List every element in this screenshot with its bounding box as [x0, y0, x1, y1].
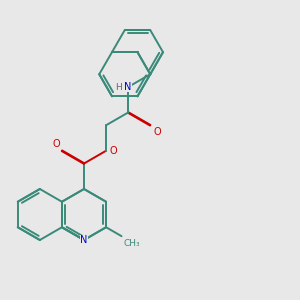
Text: O: O	[110, 146, 117, 156]
Text: O: O	[53, 139, 60, 149]
Text: N: N	[80, 235, 88, 245]
Text: N: N	[124, 82, 132, 92]
Text: CH₃: CH₃	[123, 238, 140, 247]
Text: H: H	[115, 82, 122, 91]
Text: O: O	[153, 127, 161, 137]
